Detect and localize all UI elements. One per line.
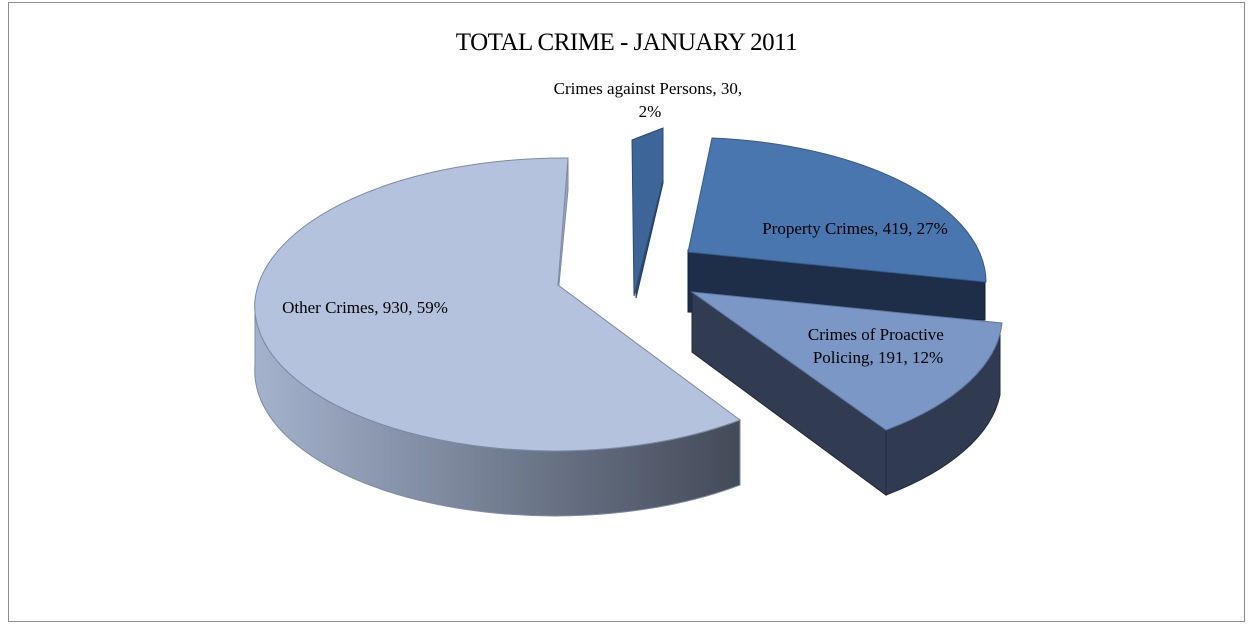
slice-crimes-against-persons-top — [631, 127, 664, 297]
label-crimes-of-proactive-policing: Crimes of Proactive Policing, 191, 12% — [808, 325, 948, 367]
slice-crimes-of-proactive-policing[interactable] — [690, 290, 1003, 496]
slice-other-crimes[interactable] — [254, 157, 742, 517]
chart-title: TOTAL CRIME - JANUARY 2011 — [455, 29, 798, 56]
slice-crimes-of-proactive-policing-top — [690, 291, 1003, 431]
slice-property-crimes-top — [687, 137, 987, 283]
label-property-crimes: Property Crimes, 419, 27% — [762, 219, 948, 238]
label-crimes-against-persons: Crimes against Persons, 30, 2% — [554, 79, 747, 121]
label-other-crimes: Other Crimes, 930, 59% — [282, 298, 448, 317]
slice-crimes-against-persons[interactable] — [631, 127, 664, 299]
slice-other-crimes-top — [254, 157, 742, 452]
chart-frame: TOTAL CRIME - JANUARY 2011 — [8, 2, 1245, 622]
